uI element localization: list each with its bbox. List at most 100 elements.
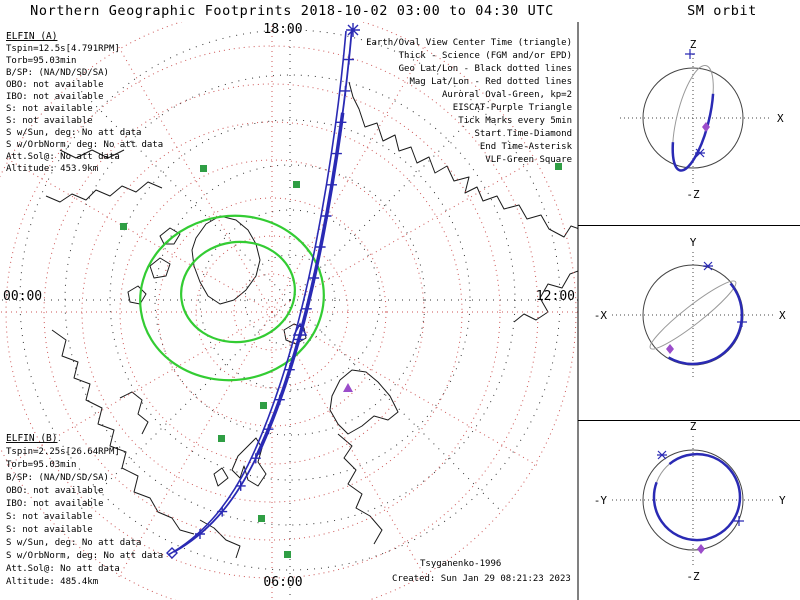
- legend-line: Auroral Oval-Green, kp=2: [442, 90, 572, 100]
- orbit-asterisk-marker: [657, 450, 667, 460]
- track-tick: [331, 148, 342, 159]
- mag-grid-circle: [43, 83, 501, 541]
- axis-label-right: X: [779, 309, 786, 322]
- auroral-oval-outer: [139, 214, 325, 382]
- track-tick: [315, 242, 326, 252]
- mag-grid-circle: [157, 197, 387, 427]
- mag-grid: [0, 22, 578, 600]
- axis-label-left: -X: [594, 309, 608, 322]
- elfin-a-header: ELFIN (A): [6, 31, 57, 42]
- map-panel: [0, 22, 578, 600]
- elfin-a-line: OBO: not available: [6, 80, 104, 90]
- elfin-b-info: ELFIN (B) Tspin=2.25s[26.64RPM] Torb=95.…: [6, 433, 163, 587]
- elfin-a-line: B/SP: (NA/ND/SD/SA): [6, 68, 109, 78]
- elfin-a-line: IBO: not available: [6, 92, 104, 102]
- clock-label-right: 12:00: [536, 289, 575, 304]
- axis-label-left: -Y: [594, 494, 608, 507]
- axis-label-up: Y: [690, 236, 697, 249]
- elfin-b-line: S w/OrbNorm, deg: No att data: [6, 551, 163, 561]
- legend-line: Mag Lat/Lon - Red dotted lines: [409, 77, 572, 87]
- track-tick: [336, 117, 347, 128]
- mag-grid-circle: [0, 22, 577, 600]
- track-tick-marks: [195, 54, 354, 539]
- vlf-square: [218, 435, 225, 442]
- elfin-b-line: Att.Sol@: No att data: [6, 564, 120, 574]
- geo-grid-circle: [154, 164, 426, 436]
- elfin-a-line: Altitude: 453.9km: [6, 164, 98, 174]
- elfin-b-line: S: not available: [6, 512, 93, 522]
- clock-label-left: 00:00: [3, 289, 42, 304]
- start-time-diamond-icon: [166, 547, 178, 559]
- view-center-triangle-icon: [292, 322, 308, 336]
- end-time-asterisk-icon: [346, 23, 360, 37]
- orbit-plus-marker: [734, 516, 744, 526]
- legend-line: Tick Marks every 5min: [458, 116, 572, 126]
- auroral-oval-inner: [180, 240, 296, 344]
- coastline-path: [127, 227, 181, 305]
- vlf-square: [284, 551, 291, 558]
- orbit-diamond-marker: [697, 544, 705, 554]
- track-tick: [250, 453, 261, 464]
- elfin-b-line: S w/Sun, deg: No att data: [6, 538, 141, 548]
- vlf-square: [200, 165, 207, 172]
- vlf-square: [555, 163, 562, 170]
- orbit-plot-yz: Z -Z Y -Y: [594, 420, 786, 583]
- legend-line: EISCAT-Purple Triangle: [453, 103, 572, 113]
- track-tick: [321, 211, 332, 221]
- track-tick: [293, 334, 304, 345]
- elfin-b-line: B/SP: (NA/ND/SD/SA): [6, 473, 109, 483]
- geo-grid-meridian: [289, 299, 503, 513]
- orbit-diamond-marker: [702, 122, 710, 132]
- legend-line: Geo Lat/Lon - Black dotted lines: [399, 64, 572, 74]
- credit-model: Tsyganenko-1996: [420, 559, 501, 569]
- elfin-a-line: S: not available: [6, 104, 93, 114]
- track-tick: [274, 394, 285, 405]
- geo-grid-circle: [199, 209, 381, 391]
- vlf-square: [120, 223, 127, 230]
- orbit-diamond-marker: [666, 344, 674, 354]
- track-tick: [284, 364, 295, 375]
- auroral-oval: [139, 214, 325, 382]
- geo-grid-circle: [109, 119, 471, 481]
- geo-grid-meridian: [289, 87, 503, 301]
- orbit-ellipse-far: [649, 280, 737, 350]
- eiscat-triangle-icon: [343, 383, 353, 392]
- elfin-b-line: S: not available: [6, 525, 93, 535]
- elfin-a-line: S w/OrbNorm, deg: No att data: [6, 140, 163, 150]
- map-legend: Earth/Oval View Center Time (triangle) T…: [366, 38, 572, 165]
- coastline-path: [283, 323, 307, 345]
- legend-line: Thick - Science (FGM and/or EPD): [399, 51, 572, 61]
- track-science-thick: [173, 27, 354, 554]
- earth-circle: [642, 449, 744, 551]
- clock-labels: 18:00 00:00 12:00 06:00: [3, 22, 575, 590]
- clock-label-bottom: 06:00: [263, 575, 302, 590]
- coastline-path: [59, 149, 125, 159]
- sm-orbit-title: SM orbit: [687, 3, 757, 19]
- track-tick: [344, 54, 354, 65]
- axis-label-down: -Z: [686, 188, 700, 201]
- elfin-a-line: Torb=95.03min: [6, 56, 76, 66]
- orbit-plot-xz: Z -Z X: [620, 38, 784, 201]
- elfin-a-line: Att.Sol@: No att data: [6, 152, 120, 162]
- orbit-plus-marker: [737, 317, 747, 327]
- track-tick: [301, 303, 312, 314]
- orbit-near-arc-group: [667, 261, 747, 366]
- coastline-path: [348, 81, 578, 238]
- credit-created: Created: Sun Jan 29 08:21:23 2023: [392, 574, 571, 584]
- sm-orbit-panel: SM orbit Z -Z X: [577, 3, 800, 600]
- elfin-a-line: S: not available: [6, 116, 93, 126]
- coastline-path: [513, 270, 578, 323]
- coastline-path: [213, 467, 229, 487]
- coastline-path: [337, 433, 383, 545]
- legend-line: VLF-Green Square: [485, 155, 572, 165]
- geo-grid-meridian: [77, 87, 291, 301]
- track-tick: [340, 85, 351, 96]
- axis-label-up: Z: [690, 38, 697, 51]
- axis-label-up: Z: [690, 420, 697, 433]
- elfin-b-header: ELFIN (B): [6, 433, 57, 444]
- orbit-asterisk-marker: [695, 148, 705, 158]
- track-tick: [263, 424, 274, 435]
- orbit-plot-xy: Y X -X: [594, 236, 786, 380]
